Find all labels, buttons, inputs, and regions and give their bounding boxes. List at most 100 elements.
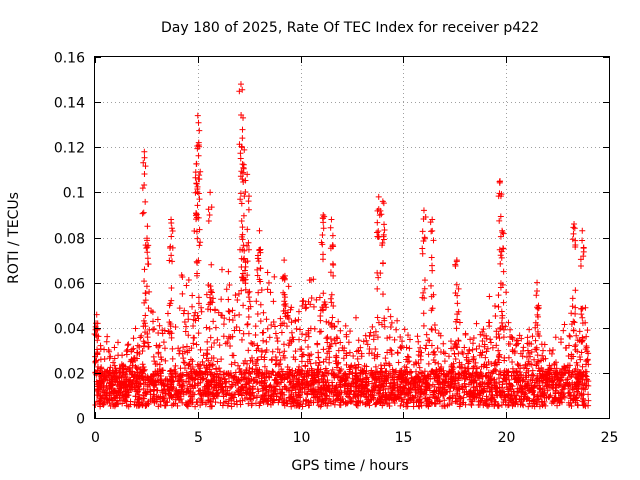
- data-point: [278, 329, 285, 336]
- data-point: [193, 160, 200, 167]
- data-point: [208, 378, 215, 385]
- data-point: [258, 347, 265, 354]
- y-tick-label: 0.12: [54, 141, 85, 157]
- data-point: [326, 388, 333, 395]
- data-point: [442, 403, 449, 410]
- data-point: [343, 352, 350, 359]
- data-point: [320, 302, 327, 309]
- data-point: [327, 335, 334, 342]
- data-point: [139, 210, 146, 217]
- data-point: [401, 326, 408, 333]
- data-point: [388, 390, 395, 397]
- data-point: [537, 385, 544, 392]
- data-point: [124, 342, 131, 349]
- data-point: [306, 277, 313, 284]
- data-point: [111, 344, 118, 351]
- data-point: [256, 400, 263, 407]
- data-point: [320, 372, 327, 379]
- data-point: [517, 382, 524, 389]
- data-point: [217, 386, 224, 393]
- data-point: [572, 241, 579, 248]
- data-point: [320, 290, 327, 297]
- data-point: [367, 329, 374, 336]
- data-point: [403, 375, 410, 382]
- data-point: [94, 383, 101, 390]
- plot-frame: [94, 56, 610, 419]
- data-point: [479, 373, 486, 380]
- data-point: [268, 392, 275, 399]
- data-point: [372, 383, 379, 390]
- data-point: [552, 390, 559, 397]
- data-point: [144, 339, 151, 346]
- data-point: [508, 386, 515, 393]
- data-point: [374, 368, 381, 375]
- data-point: [276, 369, 283, 376]
- data-point: [321, 385, 328, 392]
- data-point: [524, 334, 531, 341]
- data-point: [242, 188, 249, 195]
- data-point: [358, 353, 365, 360]
- data-point: [563, 367, 570, 374]
- data-point: [534, 305, 541, 312]
- data-point: [477, 397, 484, 404]
- data-point: [280, 289, 287, 296]
- data-point: [318, 375, 325, 382]
- data-point: [428, 325, 435, 332]
- data-point: [320, 211, 327, 218]
- data-point: [240, 387, 247, 394]
- data-point: [254, 311, 261, 318]
- data-point: [142, 402, 149, 409]
- data-point: [307, 325, 314, 332]
- data-point: [533, 292, 540, 299]
- data-point: [549, 346, 556, 353]
- data-point: [488, 392, 495, 399]
- data-point: [337, 381, 344, 388]
- data-point: [534, 399, 541, 406]
- data-point: [272, 330, 279, 337]
- data-point: [144, 261, 151, 268]
- data-point: [240, 212, 247, 219]
- data-point: [512, 392, 519, 399]
- data-point: [272, 361, 279, 368]
- data-point: [114, 392, 121, 399]
- data-point: [580, 391, 587, 398]
- data-point: [335, 318, 342, 325]
- data-point: [391, 336, 398, 343]
- data-point: [431, 383, 438, 390]
- data-point: [127, 398, 134, 405]
- data-point: [580, 402, 587, 409]
- data-point: [514, 377, 521, 384]
- data-point: [577, 263, 584, 270]
- data-point: [235, 391, 242, 398]
- data-point: [561, 394, 568, 401]
- data-point: [529, 333, 536, 340]
- data-point: [467, 379, 474, 386]
- data-point: [372, 363, 379, 370]
- data-point: [466, 346, 473, 353]
- data-point: [492, 312, 499, 319]
- data-point: [327, 269, 334, 276]
- data-point: [585, 350, 592, 357]
- data-point: [467, 336, 474, 343]
- data-point: [578, 349, 585, 356]
- data-point: [267, 382, 274, 389]
- data-point: [366, 333, 373, 340]
- data-point: [260, 309, 267, 316]
- data-point: [180, 344, 187, 351]
- data-point: [525, 403, 532, 410]
- data-point: [172, 323, 179, 330]
- y-tick-label: 0.06: [54, 277, 85, 293]
- data-point: [451, 377, 458, 384]
- data-point: [365, 388, 372, 395]
- data-point: [192, 382, 199, 389]
- data-point: [176, 350, 183, 357]
- data-point: [277, 356, 284, 363]
- data-point: [379, 198, 386, 205]
- data-point: [574, 388, 581, 395]
- data-point: [240, 330, 247, 337]
- data-point: [137, 366, 144, 373]
- data-point: [180, 355, 187, 362]
- data-point: [245, 193, 252, 200]
- data-point: [254, 386, 261, 393]
- data-point: [540, 356, 547, 363]
